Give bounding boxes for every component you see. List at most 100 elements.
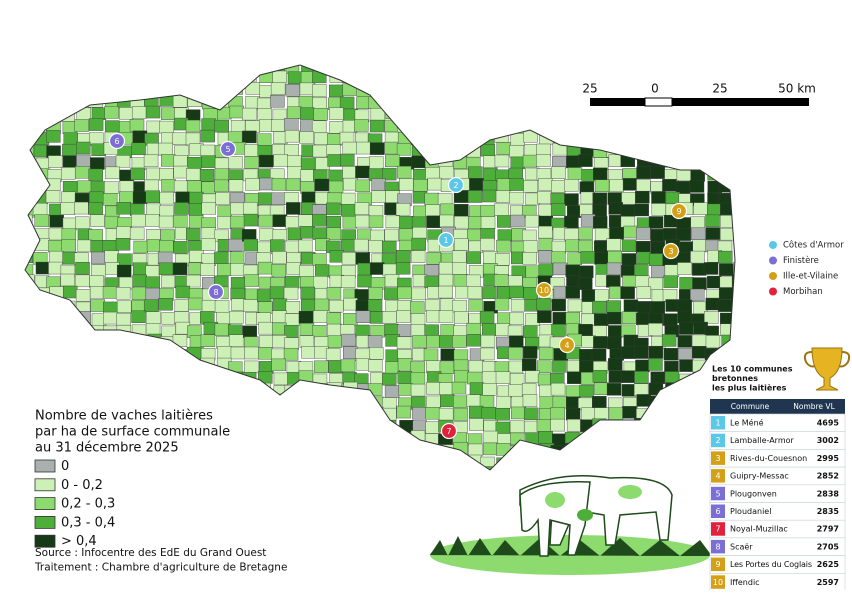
commune xyxy=(551,180,566,193)
commune xyxy=(648,433,663,446)
commune xyxy=(607,118,623,131)
commune xyxy=(242,130,257,144)
commune xyxy=(717,299,733,312)
commune xyxy=(623,82,638,95)
commune xyxy=(189,83,204,96)
commune xyxy=(493,85,509,99)
commune xyxy=(31,333,47,347)
commune xyxy=(608,442,623,456)
commune xyxy=(104,373,119,386)
commune xyxy=(411,132,426,145)
commune xyxy=(284,431,299,444)
commune xyxy=(243,213,259,227)
commune xyxy=(189,73,204,86)
commune xyxy=(161,275,176,288)
commune xyxy=(215,192,230,205)
commune xyxy=(523,130,538,143)
commune xyxy=(510,456,525,469)
commune xyxy=(48,372,64,385)
commune xyxy=(384,274,400,287)
commune xyxy=(579,432,594,445)
commune-name: Ploudaniel xyxy=(730,507,771,516)
commune xyxy=(705,120,720,134)
commune xyxy=(424,145,439,158)
commune xyxy=(102,193,118,206)
commune xyxy=(635,133,651,146)
commune xyxy=(675,131,691,145)
commune xyxy=(736,193,750,205)
commune xyxy=(328,169,343,183)
commune xyxy=(313,394,328,408)
commune xyxy=(25,468,34,470)
commune xyxy=(509,144,524,158)
column-header: Nombre VL xyxy=(793,402,835,411)
commune xyxy=(355,407,371,420)
commune xyxy=(116,300,132,313)
commune xyxy=(718,347,733,360)
commune xyxy=(172,132,187,145)
commune xyxy=(551,298,566,312)
commune xyxy=(636,286,652,299)
commune xyxy=(679,118,694,131)
commune xyxy=(313,276,328,289)
commune xyxy=(25,397,34,410)
commune xyxy=(47,358,62,371)
commune xyxy=(118,71,134,84)
commune xyxy=(244,442,259,456)
commune xyxy=(495,371,511,384)
commune xyxy=(413,179,428,192)
commune xyxy=(692,156,707,170)
vl-count: 2835 xyxy=(817,507,840,516)
commune xyxy=(354,119,369,132)
commune xyxy=(496,312,512,325)
commune xyxy=(340,419,355,433)
commune xyxy=(327,382,342,395)
commune xyxy=(538,204,553,217)
commune xyxy=(497,229,513,242)
commune xyxy=(60,167,76,180)
commune xyxy=(593,167,608,181)
commune xyxy=(339,433,355,447)
commune xyxy=(567,299,583,313)
commune xyxy=(396,405,411,419)
commune xyxy=(735,121,749,133)
commune xyxy=(480,347,495,361)
commune xyxy=(313,310,328,323)
commune xyxy=(382,372,397,386)
commune xyxy=(202,445,218,458)
commune xyxy=(102,286,118,299)
commune xyxy=(119,107,134,120)
commune xyxy=(594,289,609,302)
commune xyxy=(469,178,484,191)
commune xyxy=(186,443,202,456)
commune xyxy=(300,157,316,170)
commune xyxy=(634,457,650,470)
commune xyxy=(300,396,316,410)
marker-label: 6 xyxy=(114,137,119,146)
commune xyxy=(245,468,260,470)
commune xyxy=(315,383,330,396)
commune xyxy=(271,178,287,191)
commune xyxy=(229,215,245,229)
commune xyxy=(88,229,103,242)
commune xyxy=(371,190,386,203)
commune xyxy=(286,418,301,431)
commune xyxy=(213,397,229,410)
commune xyxy=(172,262,188,276)
commune xyxy=(539,396,555,409)
commune xyxy=(594,240,609,253)
cow xyxy=(519,481,591,557)
commune xyxy=(117,467,133,470)
commune xyxy=(621,346,636,359)
commune xyxy=(25,71,33,84)
legend-dot xyxy=(769,256,777,265)
commune xyxy=(482,72,497,86)
commune xyxy=(677,335,692,348)
commune-marker xyxy=(558,336,576,354)
commune xyxy=(508,347,523,360)
commune xyxy=(425,421,440,434)
marker-label: 7 xyxy=(446,427,451,436)
commune xyxy=(144,349,160,363)
commune xyxy=(117,357,132,371)
commune xyxy=(75,465,90,470)
